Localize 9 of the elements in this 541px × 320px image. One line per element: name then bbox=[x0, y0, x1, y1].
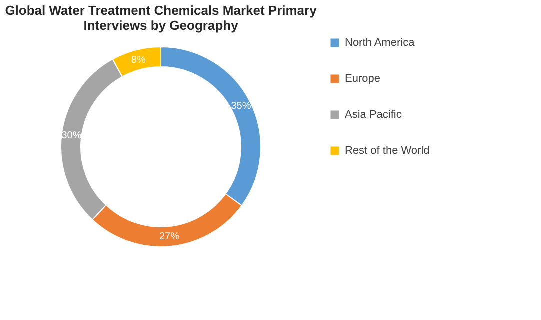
data-label: 8% bbox=[131, 54, 146, 66]
legend-label: Europe bbox=[345, 73, 380, 85]
data-label: 30% bbox=[62, 130, 82, 142]
chart-title: Global Water Treatment Chemicals Market Primary Interviews by Geography bbox=[5, 3, 318, 33]
legend-label: North America bbox=[345, 37, 416, 49]
legend-label: Asia Pacific bbox=[345, 109, 402, 121]
legend-label: Rest of the World bbox=[345, 145, 430, 157]
data-label: 27% bbox=[159, 232, 180, 243]
data-label: 35% bbox=[231, 101, 252, 112]
